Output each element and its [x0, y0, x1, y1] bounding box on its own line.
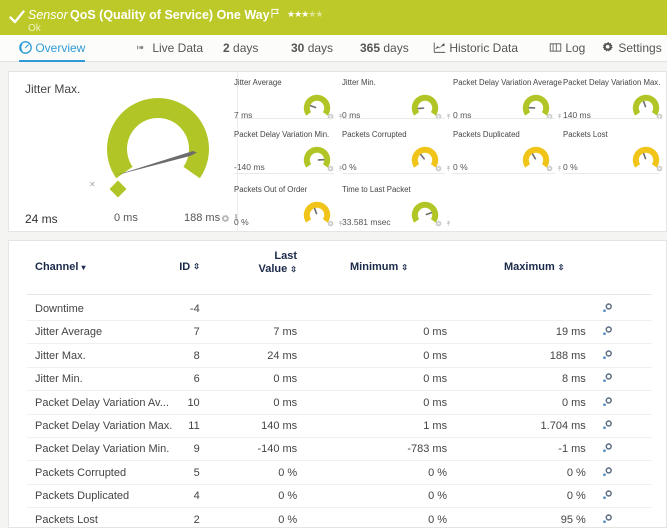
svg-text:✕: ✕: [89, 180, 96, 189]
